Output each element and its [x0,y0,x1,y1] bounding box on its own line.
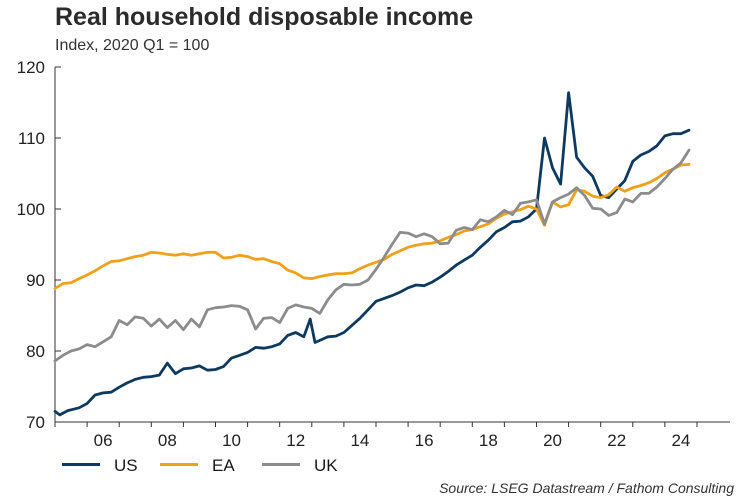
y-tick-label-120: 120 [17,58,45,77]
x-tick-label-16: 16 [415,431,434,450]
source-note: Source: LSEG Datastream / Fathom Consult… [439,480,734,496]
legend-label-us: US [114,456,138,475]
x-tick-label-22: 22 [607,431,626,450]
x-tick-label-24: 24 [671,431,690,450]
chart-title: Real household disposable income [55,3,474,31]
series-line-uk [53,148,691,363]
legend-label-uk: UK [314,456,338,475]
legend-item-us: US [62,456,138,476]
x-tick-label-12: 12 [286,431,305,450]
y-tick-label-100: 100 [17,200,45,219]
y-tick-label-80: 80 [26,342,45,361]
y-tick-label-70: 70 [26,413,45,432]
legend-swatch-us [62,463,100,467]
series-line-us [53,91,691,417]
x-tick-label-10: 10 [222,431,241,450]
legend-item-uk: UK [262,456,338,476]
y-tick-label-110: 110 [18,129,45,148]
x-tick-label-14: 14 [350,431,369,450]
x-tick-label-20: 20 [543,431,562,450]
legend-item-ea: EA [160,456,235,476]
series-line-ea [53,162,691,290]
x-tick-label-08: 08 [158,431,177,450]
legend-swatch-uk [262,463,300,467]
legend-swatch-ea [160,463,198,467]
y-tick-label-90: 90 [26,271,45,290]
x-tick-label-18: 18 [479,431,498,450]
chart-subtitle: Index, 2020 Q1 = 100 [55,37,210,54]
x-tick-label-06: 06 [94,431,113,450]
legend-label-ea: EA [212,456,235,475]
